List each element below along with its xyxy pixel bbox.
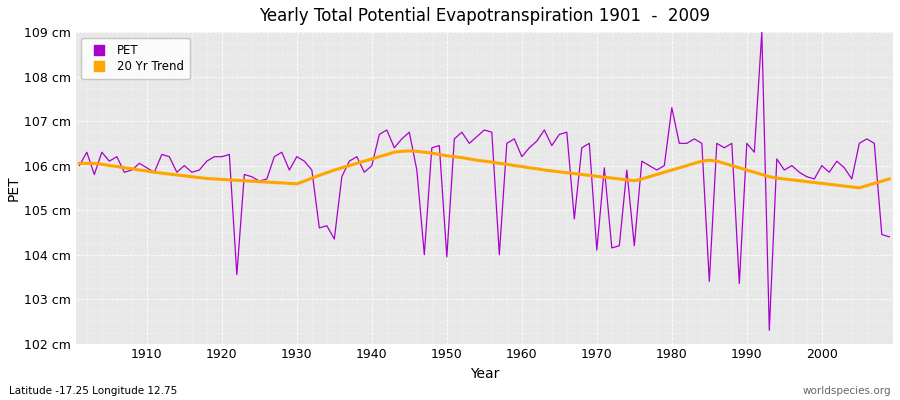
Legend: PET, 20 Yr Trend: PET, 20 Yr Trend bbox=[82, 38, 190, 79]
Y-axis label: PET: PET bbox=[7, 175, 21, 201]
Title: Yearly Total Potential Evapotranspiration 1901  -  2009: Yearly Total Potential Evapotranspiratio… bbox=[259, 7, 710, 25]
Text: worldspecies.org: worldspecies.org bbox=[803, 386, 891, 396]
X-axis label: Year: Year bbox=[470, 367, 499, 381]
Text: Latitude -17.25 Longitude 12.75: Latitude -17.25 Longitude 12.75 bbox=[9, 386, 177, 396]
